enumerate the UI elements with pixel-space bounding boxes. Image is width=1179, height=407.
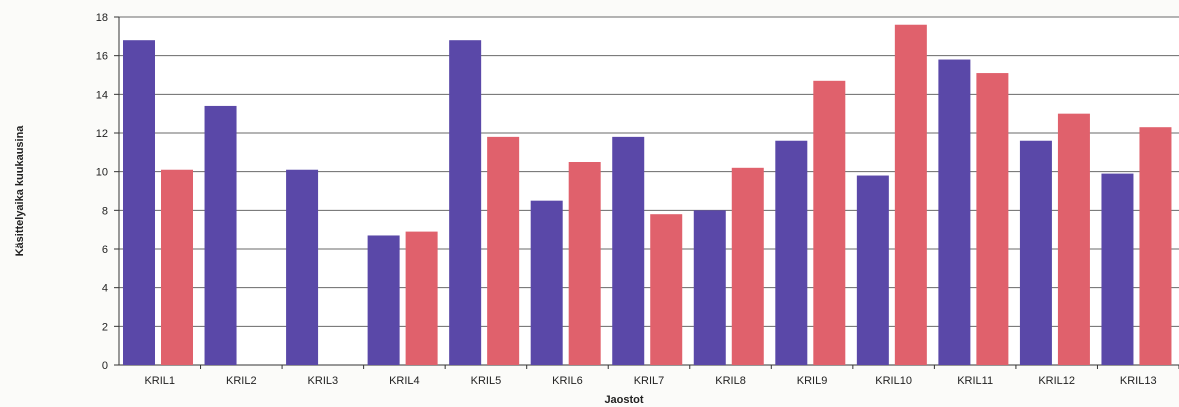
bar-kril1-series-2 xyxy=(161,169,193,365)
x-axis-title: Jaostot xyxy=(604,394,643,406)
x-tick-label: KRIL12 xyxy=(1038,375,1075,387)
bar-kril12-series-1 xyxy=(1019,140,1052,365)
bar-kril7-series-1 xyxy=(612,136,645,365)
x-tick-label: KRIL3 xyxy=(308,375,339,387)
y-axis-title: Käsittelyaika kuukausina xyxy=(14,125,26,257)
x-tick-label: KRIL13 xyxy=(1120,375,1157,387)
bar-kril6-series-1 xyxy=(530,200,563,365)
bar-kril8-series-1 xyxy=(693,210,726,365)
bar-kril2-series-1 xyxy=(204,105,237,365)
y-tick-label: 8 xyxy=(102,205,108,217)
y-tick-label: 0 xyxy=(102,360,108,372)
y-tick-label: 10 xyxy=(96,167,108,179)
bar-kril10-series-1 xyxy=(856,175,889,365)
bar-kril13-series-1 xyxy=(1101,173,1134,365)
y-tick-label: 14 xyxy=(96,89,108,101)
x-tick-label: KRIL11 xyxy=(957,375,993,387)
bar-kril7-series-2 xyxy=(650,214,683,365)
bar-kril13-series-2 xyxy=(1139,127,1172,365)
gridlines xyxy=(114,16,1179,369)
x-tick-label: KRIL10 xyxy=(875,375,912,387)
bar-kril6-series-2 xyxy=(568,162,601,365)
y-tick-label: 6 xyxy=(102,244,108,256)
bar-kril9-series-2 xyxy=(813,80,846,366)
y-tick-label: 16 xyxy=(96,51,108,63)
bar-kril1-series-1 xyxy=(123,40,155,365)
bar-kril5-series-1 xyxy=(449,40,482,365)
bar-kril12-series-2 xyxy=(1057,113,1090,366)
y-tick-label: 4 xyxy=(102,283,108,295)
x-tick-label: KRIL6 xyxy=(552,375,583,387)
x-tick-label: KRIL9 xyxy=(797,375,828,387)
x-tick-label: KRIL2 xyxy=(226,375,257,387)
x-tick-label: KRIL8 xyxy=(715,375,746,387)
x-tick-label: KRIL4 xyxy=(389,375,420,387)
x-tick-label: KRIL1 xyxy=(144,375,175,387)
x-tick-label: KRIL5 xyxy=(471,375,502,387)
y-tick-label: 18 xyxy=(96,12,108,24)
bar-kril11-series-2 xyxy=(976,73,1009,366)
x-tick-label: KRIL7 xyxy=(634,375,665,387)
y-tick-label: 12 xyxy=(96,128,108,140)
bars xyxy=(123,24,1172,366)
bar-kril4-series-2 xyxy=(405,231,438,365)
tick-labels: 0 2 4 6 8 10 12 14 16 18 KRIL1 KRIL2 KRIL3 KRIL4 KRIL5… xyxy=(96,12,1157,387)
bar-kril5-series-2 xyxy=(487,136,520,365)
bar-kril9-series-1 xyxy=(775,140,808,365)
bar-kril8-series-2 xyxy=(731,167,764,365)
y-tick-label: 2 xyxy=(102,321,108,333)
bar-kril4-series-1 xyxy=(367,235,400,365)
bar-kril3-series-1 xyxy=(286,169,319,365)
bar-kril10-series-2 xyxy=(894,24,927,365)
bar-kril11-series-1 xyxy=(938,59,971,366)
